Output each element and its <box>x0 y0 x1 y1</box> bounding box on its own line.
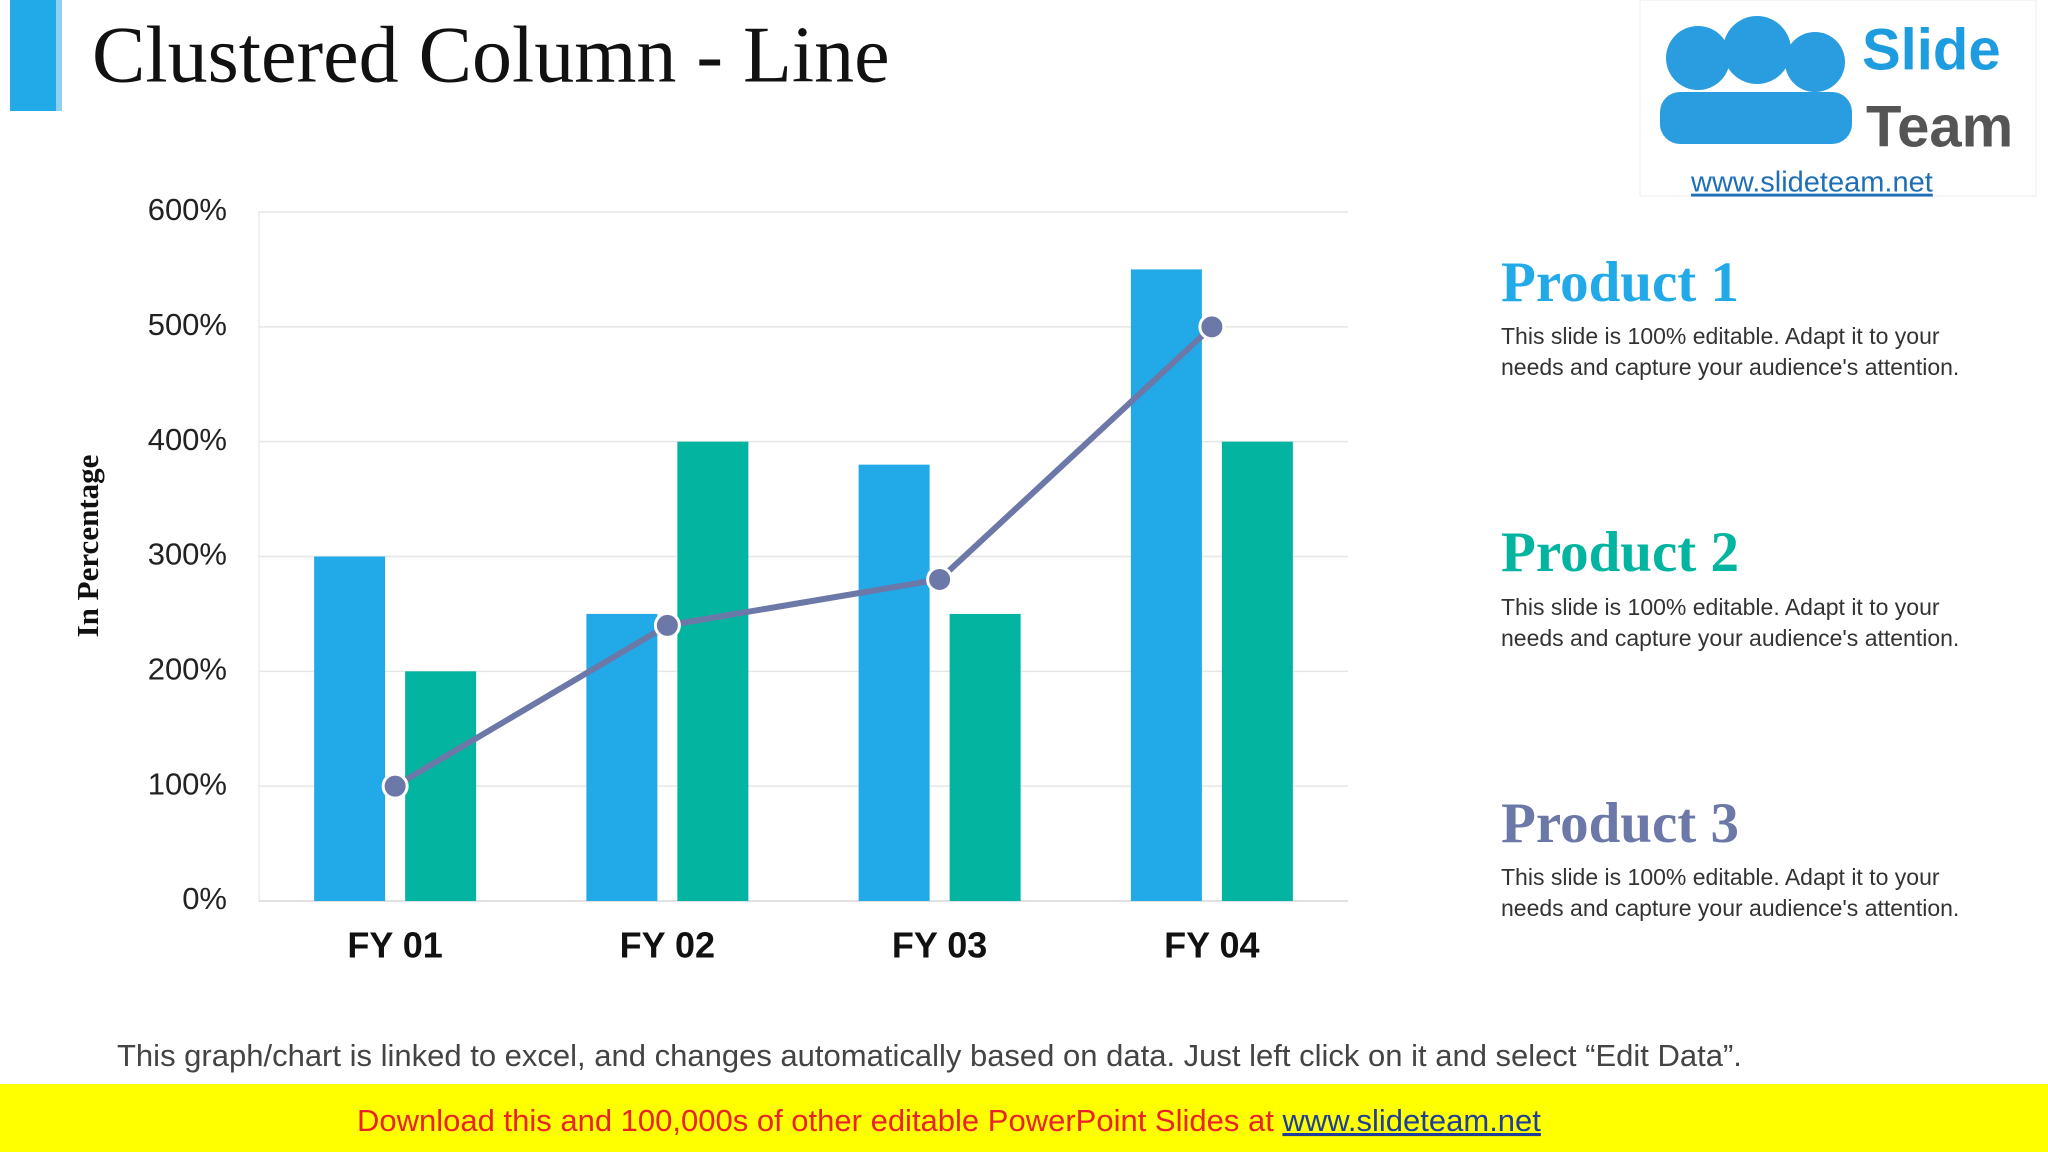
y-tick-label: 200% <box>148 652 227 687</box>
logo-icon <box>1785 32 1845 92</box>
bar <box>314 556 386 901</box>
logo: Slide Team www.slideteam.net <box>1639 0 2037 199</box>
y-tick-label: 300% <box>148 537 227 572</box>
x-tick-label: FY 01 <box>347 925 442 966</box>
banner-link[interactable]: www.slideteam.net <box>1281 1103 1541 1138</box>
banner-text: Download this and 100,000s of other edit… <box>357 1103 1541 1138</box>
logo-icon <box>1666 26 1730 90</box>
bar <box>949 613 1021 901</box>
product-note: This slide is 100% editable. Adapt it to… <box>1501 864 1960 921</box>
y-tick-label: 400% <box>148 422 227 457</box>
title-accent <box>10 0 56 111</box>
line <box>393 324 1214 789</box>
product-note: This slide is 100% editable. Adapt it to… <box>1501 594 1960 651</box>
chart-title: Clustered Column - Line <box>92 11 890 99</box>
line-marker <box>653 611 681 639</box>
x-tick-label: FY 03 <box>892 925 987 966</box>
product-heading: Product 1 <box>1501 251 1740 314</box>
line-marker <box>926 565 954 593</box>
y-tick-label: 600% <box>148 192 227 227</box>
footer-note: This graph/chart is linked to excel, and… <box>117 1038 1742 1073</box>
product-heading: Product 2 <box>1501 521 1740 584</box>
y-tick-label: 0% <box>182 881 227 916</box>
x-tick-label: FY 02 <box>620 925 715 966</box>
y-tick-label: 500% <box>148 307 227 342</box>
logo-text: Team <box>1866 94 2013 159</box>
logo-url: www.slideteam.net <box>1690 167 1933 199</box>
bar <box>677 441 749 901</box>
logo-text: Slide <box>1862 17 2001 82</box>
bar <box>586 613 658 901</box>
bar <box>1221 441 1293 901</box>
logo-icon <box>1660 92 1852 144</box>
bar <box>1130 269 1202 902</box>
banner <box>0 1084 2048 1152</box>
bar <box>405 671 477 901</box>
line-marker <box>381 772 409 800</box>
y-tick-label: 100% <box>148 766 227 801</box>
title-accent <box>56 0 62 111</box>
product-heading: Product 3 <box>1501 792 1740 855</box>
product-note: This slide is 100% editable. Adapt it to… <box>1501 323 1960 380</box>
y-axis-label: In Percentage <box>70 455 105 638</box>
x-tick-label: FY 04 <box>1164 925 1259 966</box>
logo-icon <box>1723 16 1791 84</box>
line-marker <box>1198 313 1226 341</box>
banner-text: Download this and 100,000s of other edit… <box>357 1103 1274 1138</box>
bar <box>858 464 930 901</box>
